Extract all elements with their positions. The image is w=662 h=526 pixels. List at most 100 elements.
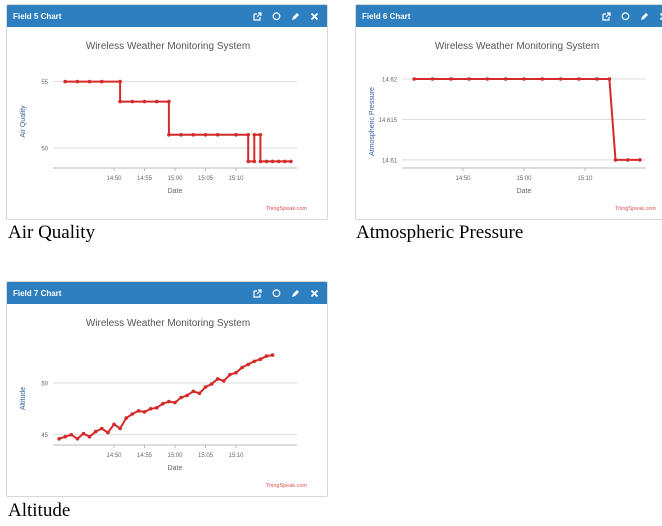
data-point	[522, 77, 526, 81]
chart-credit: ThingSpeak.com	[266, 483, 308, 489]
data-point	[449, 77, 453, 81]
data-point	[191, 389, 196, 394]
data-point	[270, 159, 275, 164]
data-point	[595, 77, 599, 81]
open-external-icon[interactable]	[602, 11, 611, 21]
y-axis-label: Atmospheric Pressure	[369, 87, 376, 156]
x-tick-label: 15:00	[516, 176, 532, 182]
caption-altitude: Altitude	[8, 500, 71, 521]
data-point	[283, 159, 287, 164]
data-point	[118, 79, 122, 84]
data-point	[161, 401, 165, 406]
data-point	[264, 159, 269, 164]
data-point	[625, 158, 630, 162]
data-point	[112, 422, 116, 427]
chart-title: Wireless Weather Monitoring System	[86, 318, 250, 329]
data-point	[264, 354, 269, 358]
x-tick-label: 15:10	[228, 176, 244, 182]
x-tick-label: 14:50	[106, 176, 122, 182]
chart-atmospheric-pressure: Wireless Weather Monitoring System 14.61 1…	[369, 41, 657, 212]
data-point	[222, 379, 226, 383]
edit-pencil-icon[interactable]	[640, 12, 649, 21]
data-point	[63, 79, 67, 84]
x-tick-label: 15:00	[167, 176, 183, 182]
close-icon[interactable]	[310, 12, 319, 21]
y-axis-label: Altitude	[20, 387, 27, 410]
x-tick-label: 15:10	[228, 453, 244, 459]
data-point	[124, 416, 128, 420]
x-axis-label: Date	[168, 188, 183, 195]
chart-credit: ThingSpeak.com	[615, 206, 657, 212]
chart-title: Wireless Weather Monitoring System	[435, 41, 599, 52]
data-point	[75, 437, 80, 441]
data-point	[118, 99, 122, 104]
data-point	[638, 158, 642, 162]
data-point	[100, 79, 104, 84]
edit-pencil-icon[interactable]	[291, 12, 300, 21]
data-point	[289, 159, 293, 164]
y-tick-label: 50	[41, 147, 48, 153]
data-point	[240, 365, 244, 370]
widget-title: Field 5 Chart	[13, 11, 62, 21]
comment-icon[interactable]	[621, 11, 630, 21]
data-point	[185, 393, 189, 398]
widget-title: Field 6 Chart	[362, 11, 411, 21]
data-point	[203, 133, 208, 137]
data-point	[607, 77, 612, 81]
data-point	[130, 412, 135, 416]
x-tick-label: 14:50	[455, 176, 471, 182]
comment-icon[interactable]	[272, 11, 281, 21]
widget-field-7: Field 7 Chart Wireless Weather Monitorin…	[6, 281, 328, 497]
data-point	[179, 133, 183, 137]
widget-title: Field 7 Chart	[13, 288, 62, 298]
data-point	[252, 159, 257, 164]
data-point	[130, 99, 135, 104]
widget-field-5: Field 5 Chart Wireless Weather Monitorin…	[6, 4, 328, 220]
data-point	[467, 77, 471, 81]
data-point	[558, 77, 563, 81]
data-point	[258, 357, 263, 361]
x-tick-label: 15:05	[198, 176, 214, 182]
data-point	[154, 99, 159, 104]
widget-field-6: Field 6 Chart Wireless Weather Monitorin…	[355, 4, 662, 220]
open-external-icon[interactable]	[253, 288, 262, 298]
data-point	[485, 77, 490, 81]
data-point	[118, 426, 122, 431]
data-point	[87, 434, 92, 439]
data-point	[93, 429, 98, 434]
data-point	[613, 158, 618, 162]
edit-pencil-icon[interactable]	[291, 289, 300, 298]
x-tick-label: 14:55	[137, 176, 153, 182]
caption-air-quality: Air Quality	[8, 222, 96, 243]
data-point	[577, 77, 581, 81]
open-external-icon[interactable]	[253, 11, 262, 21]
data-point	[136, 409, 141, 413]
data-point	[234, 370, 238, 375]
data-point	[142, 410, 147, 414]
data-point	[276, 159, 281, 164]
data-point	[246, 362, 250, 367]
x-axis-label: Date	[168, 465, 183, 472]
data-point	[57, 437, 61, 441]
data-point	[81, 431, 86, 436]
comment-icon[interactable]	[272, 288, 281, 298]
data-point	[215, 133, 220, 137]
data-point	[179, 395, 183, 400]
x-axis-label: Date	[517, 188, 532, 195]
data-point	[258, 133, 263, 137]
data-point	[87, 79, 92, 84]
data-point	[252, 133, 257, 137]
y-tick-label: 55	[41, 80, 48, 86]
data-point	[430, 77, 435, 81]
data-point	[209, 382, 214, 386]
close-icon[interactable]	[310, 289, 319, 298]
data-point	[270, 353, 275, 357]
data-point	[142, 99, 147, 104]
widget-header: Field 7 Chart	[7, 282, 327, 304]
data-point	[412, 77, 416, 81]
data-point	[246, 159, 250, 164]
data-point	[100, 426, 104, 431]
data-point	[228, 372, 232, 377]
data-point	[258, 159, 263, 164]
y-tick-label: 14.61	[382, 158, 398, 164]
